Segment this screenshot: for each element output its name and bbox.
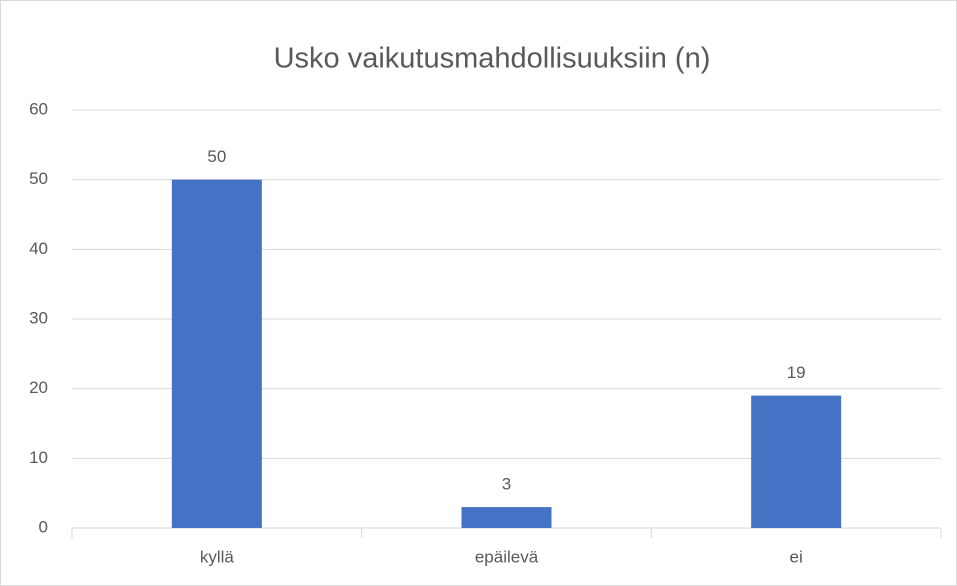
bar: [751, 395, 842, 528]
bar: [461, 507, 552, 528]
x-tick-label: kyllä: [200, 547, 235, 566]
y-tick-label: 40: [29, 239, 48, 258]
x-tick-label: epäilevä: [475, 547, 539, 566]
data-label: 3: [502, 475, 511, 494]
y-tick-label: 50: [29, 169, 48, 188]
y-tick-label: 0: [39, 517, 48, 536]
data-label: 50: [207, 147, 226, 166]
bar: [171, 179, 262, 528]
x-tick-label: ei: [790, 547, 803, 566]
data-label: 19: [787, 363, 806, 382]
y-tick-label: 60: [29, 99, 48, 118]
y-tick-label: 10: [29, 448, 48, 467]
y-tick-label: 20: [29, 378, 48, 397]
chart-title: Usko vaikutusmahdollisuuksiin (n): [274, 43, 711, 75]
y-tick-label: 30: [29, 308, 48, 327]
